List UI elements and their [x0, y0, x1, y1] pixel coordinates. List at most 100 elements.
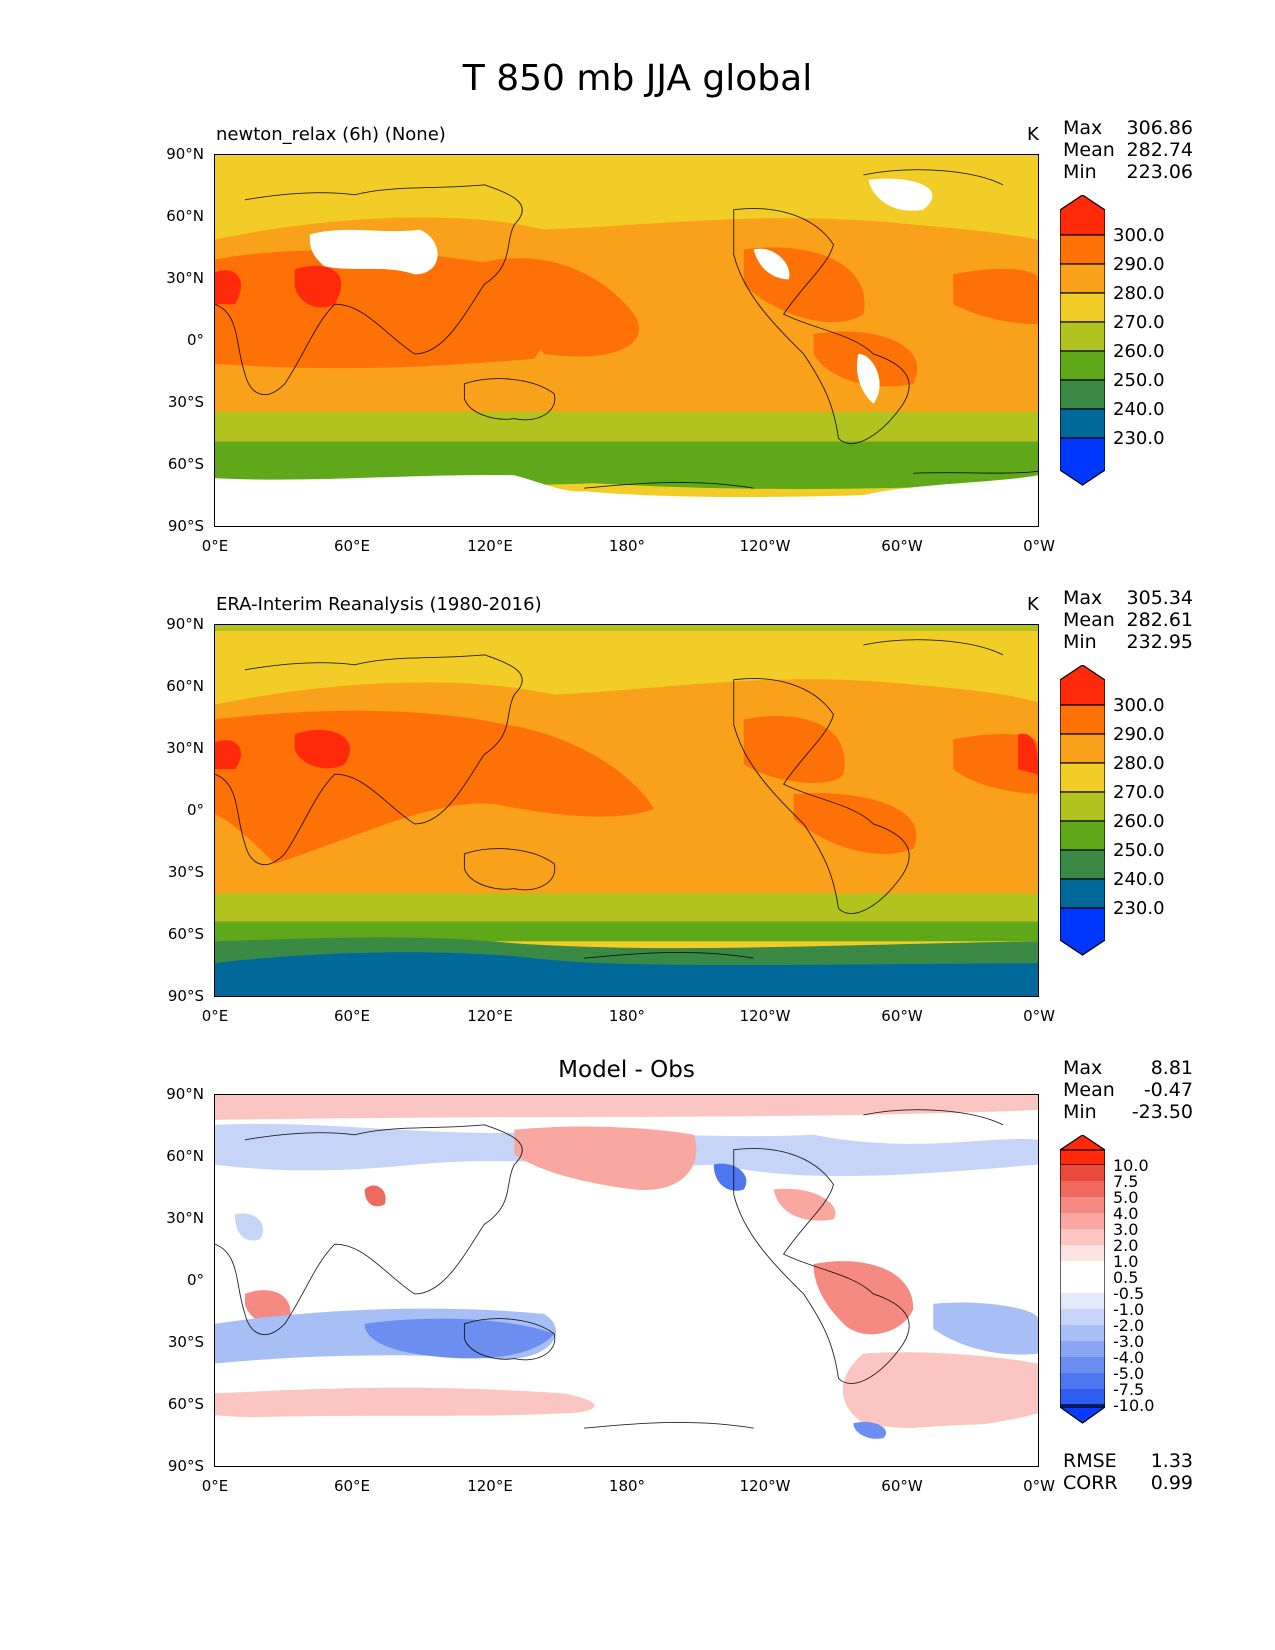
max-label: Max	[1063, 1057, 1103, 1079]
lon-label: 60°E	[333, 537, 371, 555]
lon-label: 0°W	[1023, 1477, 1055, 1495]
lon-label: 0°E	[201, 1477, 229, 1495]
colorbar-tick: -2.0	[1113, 1316, 1145, 1335]
stats-box: Max 8.81 Mean -0.47 Min -23.50	[1063, 1057, 1193, 1123]
colorbar-tick: -0.5	[1113, 1284, 1145, 1303]
lat-label: 0°	[186, 1271, 204, 1289]
colorbar-tick: 2.0	[1113, 1236, 1139, 1255]
error-stats: RMSE 1.33 CORR 0.99	[1063, 1450, 1193, 1494]
max-value: 305.34	[1126, 587, 1193, 609]
colorbar-tick: 5.0	[1113, 1188, 1139, 1207]
lon-label: 60°W	[881, 1007, 923, 1025]
mean-label: Mean	[1063, 1079, 1115, 1101]
map-obs	[214, 624, 1039, 997]
mean-value: -0.47	[1143, 1079, 1193, 1101]
min-label: Min	[1063, 631, 1097, 653]
lat-label: 60°N	[166, 207, 204, 225]
lon-label: 120°E	[467, 1007, 513, 1025]
corr-value: 0.99	[1150, 1472, 1193, 1494]
lat-label: 0°	[186, 801, 204, 819]
colorbar-tick: -5.0	[1113, 1364, 1145, 1383]
map-model	[214, 154, 1039, 527]
max-label: Max	[1063, 117, 1103, 139]
colorbar-tick: 1.0	[1113, 1252, 1139, 1271]
lon-label: 120°W	[739, 537, 791, 555]
lon-label: 180°	[608, 537, 646, 555]
max-label: Max	[1063, 587, 1103, 609]
stats-box: Max 306.86 Mean 282.74 Min 223.06	[1063, 117, 1193, 183]
lat-label: 60°N	[166, 677, 204, 695]
colorbar-tick: -7.5	[1113, 1380, 1145, 1399]
lat-label: 30°S	[167, 393, 204, 411]
min-value: 232.95	[1126, 631, 1193, 653]
panel-obs: ERA-Interim Reanalysis (1980-2016) K Max…	[0, 585, 1275, 1055]
colorbar-tick: 290.0	[1113, 254, 1165, 275]
lon-label: 0°W	[1023, 537, 1055, 555]
lat-label: 60°N	[166, 1147, 204, 1165]
lon-label: 60°W	[881, 537, 923, 555]
lat-label: 30°S	[167, 1333, 204, 1351]
rmse-value: 1.33	[1150, 1450, 1193, 1472]
lat-label: 90°N	[166, 615, 204, 633]
colorbar-tick: 280.0	[1113, 753, 1165, 774]
colorbar-tick: 280.0	[1113, 283, 1165, 304]
panel-title: Model - Obs	[558, 1057, 695, 1083]
figure-title: T 850 mb JJA global	[462, 58, 813, 99]
lat-label: 0°	[186, 331, 204, 349]
colorbar-tick: 260.0	[1113, 811, 1165, 832]
lat-label: 60°S	[167, 455, 204, 473]
lon-label: 120°W	[739, 1477, 791, 1495]
lon-label: 60°E	[333, 1477, 371, 1495]
colorbar-tick: 260.0	[1113, 341, 1165, 362]
colorbar-tick: -1.0	[1113, 1300, 1145, 1319]
panel-diff: Model - Obs Max 8.81 Mean -0.47 Min -23.50	[0, 1055, 1275, 1525]
colorbar-tick: 270.0	[1113, 312, 1165, 333]
lon-label: 120°E	[467, 537, 513, 555]
lat-label: 90°N	[166, 1085, 204, 1103]
colorbar-tick: 4.0	[1113, 1204, 1139, 1223]
colorbar-tick: 300.0	[1113, 695, 1165, 716]
lon-label: 0°W	[1023, 1007, 1055, 1025]
colorbar	[1059, 194, 1106, 490]
lat-label: 30°N	[166, 269, 204, 287]
colorbar-tick: 240.0	[1113, 869, 1165, 890]
panel-title: newton_relax (6h) (None)	[216, 124, 446, 145]
lon-label: 180°	[608, 1007, 646, 1025]
lat-label: 30°N	[166, 1209, 204, 1227]
colorbar-tick: 250.0	[1113, 370, 1165, 391]
panel-model: newton_relax (6h) (None) K Max 306.86 Mea…	[0, 115, 1275, 585]
min-value: -23.50	[1131, 1101, 1193, 1123]
lon-label: 60°E	[333, 1007, 371, 1025]
colorbar-tick: 240.0	[1113, 399, 1165, 420]
lon-label: 120°E	[467, 1477, 513, 1495]
colorbar-tick: 10.0	[1113, 1156, 1149, 1175]
units-label: K	[1027, 594, 1039, 615]
mean-value: 282.61	[1126, 609, 1193, 631]
colorbar-tick: 290.0	[1113, 724, 1165, 745]
colorbar-tick: -3.0	[1113, 1332, 1145, 1351]
lon-label: 60°W	[881, 1477, 923, 1495]
lat-label: 90°S	[167, 517, 204, 535]
colorbar-tick: 7.5	[1113, 1172, 1139, 1191]
colorbar-tick: -4.0	[1113, 1348, 1145, 1367]
colorbar-tick: 0.5	[1113, 1268, 1139, 1287]
colorbar-tick: 3.0	[1113, 1220, 1139, 1239]
colorbar-tick: 270.0	[1113, 782, 1165, 803]
min-label: Min	[1063, 161, 1097, 183]
lat-label: 30°S	[167, 863, 204, 881]
mean-label: Mean	[1063, 609, 1115, 631]
lat-label: 90°N	[166, 145, 204, 163]
lon-label: 0°E	[201, 537, 229, 555]
colorbar	[1059, 1134, 1106, 1425]
corr-label: CORR	[1063, 1472, 1118, 1494]
mean-label: Mean	[1063, 139, 1115, 161]
mean-value: 282.74	[1126, 139, 1193, 161]
colorbar-tick: 230.0	[1113, 898, 1165, 919]
lat-label: 30°N	[166, 739, 204, 757]
units-label: K	[1027, 124, 1039, 145]
colorbar-tick: -10.0	[1113, 1396, 1155, 1415]
colorbar	[1059, 664, 1106, 960]
lon-label: 180°	[608, 1477, 646, 1495]
colorbar-tick: 250.0	[1113, 840, 1165, 861]
lon-label: 120°W	[739, 1007, 791, 1025]
